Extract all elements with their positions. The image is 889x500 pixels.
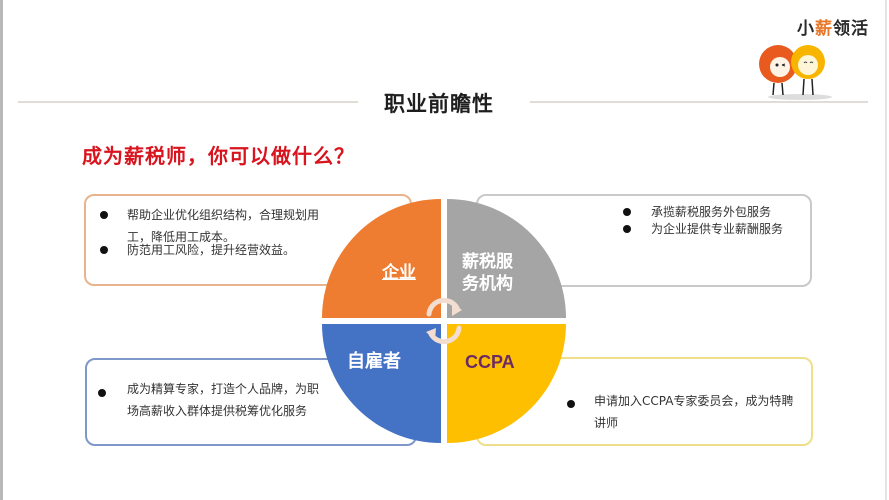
slide-frame-right	[885, 0, 887, 500]
ccpa-item-1: 申请加入CCPA专家委员会，成为特聘	[594, 394, 794, 408]
title-rule-right	[530, 101, 868, 103]
bullet-icon	[100, 211, 108, 219]
service-agency-label: 薪税服 务机构	[462, 251, 513, 295]
mascot-illustration-icon	[759, 45, 832, 100]
title-rule-left	[18, 101, 358, 103]
self-employed-item-1: 成为精算专家，打造个人品牌，为职	[127, 382, 320, 396]
enterprise-item-1: 帮助企业优化组织结构，合理规划用	[127, 208, 320, 222]
self-employed-item-1-cont: 场高薪收入群体提供税筹优化服务	[127, 404, 308, 418]
enterprise-item-2: 防范用工风险，提升经营效益。	[127, 243, 296, 257]
service-agency-item-2: 为企业提供专业薪酬服务	[651, 222, 784, 236]
service-agency-item-1: 承揽薪税服务外包服务	[651, 205, 772, 219]
self-employed-label: 自雇者	[347, 351, 401, 372]
section-subtitle: 成为薪税师，你可以做什么？	[82, 144, 355, 168]
enterprise-quadrant	[322, 199, 441, 318]
service-agency-label-line1: 薪税服	[462, 252, 513, 272]
brand-logo-text: 小薪领活	[797, 19, 869, 39]
service-agency-quadrant	[447, 199, 566, 318]
bullet-icon	[567, 400, 575, 408]
page-title: 职业前瞻性	[384, 92, 494, 116]
bullet-icon	[623, 208, 631, 216]
ccpa-item-1-cont: 讲师	[594, 416, 619, 430]
enterprise-item-1-cont: 工，降低用工成本。	[127, 230, 236, 244]
enterprise-label: 企业	[382, 263, 416, 283]
role-quadrant-diagram	[322, 199, 566, 443]
bullet-icon	[100, 246, 108, 254]
bullet-icon	[623, 225, 631, 233]
ccpa-quadrant	[447, 324, 566, 443]
self-employed-quadrant	[322, 324, 441, 443]
service-agency-label-line2: 务机构	[462, 274, 513, 294]
slide-frame-left	[0, 0, 3, 500]
bullet-icon	[98, 389, 106, 397]
ccpa-label: CCPA	[465, 352, 515, 372]
